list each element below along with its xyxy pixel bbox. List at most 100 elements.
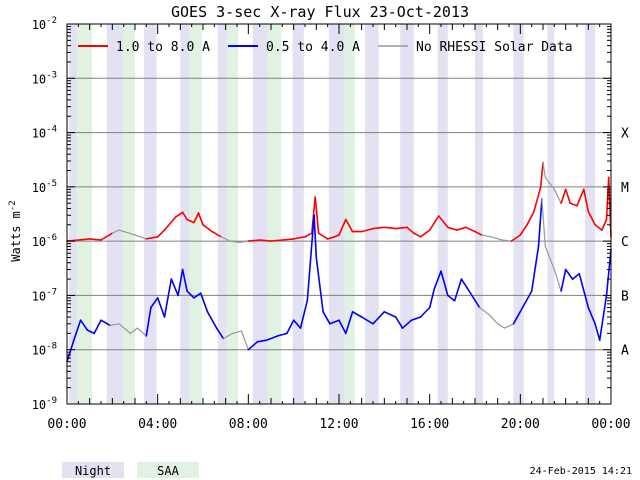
series-long-segment	[317, 232, 329, 240]
series-short-segment	[136, 327, 147, 337]
series-short-segment	[571, 272, 581, 280]
series-short-segment	[292, 319, 302, 329]
series-long-segment	[134, 234, 147, 240]
series-short-segment	[313, 214, 318, 259]
series-long-segment	[292, 236, 306, 240]
series-long-segment	[175, 211, 184, 218]
flare-class-labels: A B C M X	[621, 127, 629, 359]
y-tick-label-exp: -3	[46, 70, 57, 80]
series-short-segment	[433, 270, 442, 291]
flare-class-label: A	[621, 344, 629, 359]
series-long-segment	[197, 212, 204, 226]
y-tick-label: 10-4	[32, 125, 57, 141]
series-short-segment	[206, 310, 218, 329]
series-long-segment	[539, 161, 544, 188]
series-long-segment	[428, 215, 440, 231]
series-long-segment	[247, 239, 261, 242]
series-short-segment	[145, 306, 152, 337]
night-band	[365, 24, 379, 404]
series-long-segment	[419, 229, 431, 238]
series-short-segment	[299, 299, 309, 329]
series-long-segment	[88, 238, 102, 241]
series-short-segment	[322, 310, 331, 325]
series-short-segment	[469, 292, 481, 309]
series-long-segment	[111, 229, 120, 234]
series-long-segment	[542, 162, 546, 178]
y-tick-label-base: 10	[32, 344, 46, 358]
series-long-segment	[412, 232, 422, 238]
series-short-segment	[587, 306, 596, 325]
series-short-segment	[578, 272, 590, 309]
series-long-segment	[314, 196, 320, 234]
series-short-segment	[306, 214, 315, 302]
series-long-segment	[569, 202, 578, 207]
chart-title: GOES 3-sec X-ray Flux 23-Oct-2013	[171, 3, 469, 21]
series-long-segment	[372, 226, 386, 230]
series-short-segment	[186, 290, 195, 299]
x-tick-label: 08:00	[229, 417, 268, 432]
band-legend: Night SAA	[62, 462, 199, 478]
series-long-segment	[338, 218, 347, 236]
x-tick-label: 04:00	[138, 417, 177, 432]
series-short-segment	[156, 297, 166, 318]
series-long-segment	[519, 224, 528, 236]
y-tick-label-base: 10	[32, 72, 46, 86]
y-tick-label-base: 10	[32, 18, 46, 32]
series-short-segment	[560, 268, 567, 292]
y-tick-label-exp: -6	[46, 233, 57, 243]
night-band	[106, 24, 123, 404]
series-long-segment	[437, 215, 449, 229]
series-long-segment	[582, 188, 590, 213]
y-tick-label-exp: -9	[46, 396, 57, 406]
series-short-segment	[86, 329, 95, 335]
night-band	[437, 24, 448, 404]
series-short-segment	[256, 339, 268, 343]
series-short-segment	[129, 327, 138, 334]
series-short-segment	[240, 330, 249, 351]
y-tick-label: 10-7	[32, 287, 57, 303]
saa-band	[226, 24, 239, 404]
series-long-segment	[601, 218, 608, 231]
series-short-segment	[440, 270, 449, 297]
series-short-segment	[605, 248, 612, 297]
flare-class-label: M	[621, 181, 629, 196]
y-axis-label-sup: -2	[8, 200, 18, 211]
night-band	[328, 24, 345, 404]
y-tick-label: 10-8	[32, 342, 57, 358]
legend-label-long: 1.0 to 8.0 A	[116, 40, 210, 55]
series-long-segment	[186, 218, 195, 224]
series-short-segment	[383, 310, 397, 318]
night-band	[400, 24, 414, 404]
legend-label-no-rhessi: No RHESSI Solar Data	[416, 40, 573, 55]
series-short-segment	[163, 278, 173, 318]
series-short-segment	[394, 316, 404, 329]
series-short-segment	[564, 268, 574, 280]
series-long-segment	[510, 234, 522, 242]
series-short-segment	[410, 316, 422, 322]
series-long-segment	[270, 239, 284, 242]
decade-gridlines	[67, 77, 611, 351]
series-short-segment	[512, 306, 524, 325]
series-short-segment	[222, 332, 234, 340]
series-short-segment	[109, 323, 120, 326]
series-long-segment	[100, 232, 114, 241]
series-long-segment	[258, 239, 272, 242]
series-long-segment	[406, 226, 415, 234]
series-short-segment	[497, 323, 506, 329]
legend-label-short: 0.5 to 4.0 A	[266, 40, 360, 55]
x-tick-label: 16:00	[410, 417, 449, 432]
series-long-segment	[544, 176, 555, 190]
night-band	[475, 24, 483, 404]
y-tick-label-base: 10	[32, 289, 46, 303]
series-short-segment	[372, 310, 386, 325]
series-long-segment	[501, 239, 512, 242]
series-long-segment	[281, 238, 295, 241]
saa-band	[189, 24, 202, 404]
x-tick-label: 00:00	[47, 417, 86, 432]
series-long-segment	[474, 230, 483, 236]
series-short-segment	[488, 313, 499, 325]
y-tick-label-exp: -5	[46, 179, 57, 189]
series-short-segment	[338, 319, 347, 335]
series-long-segment	[193, 212, 200, 224]
